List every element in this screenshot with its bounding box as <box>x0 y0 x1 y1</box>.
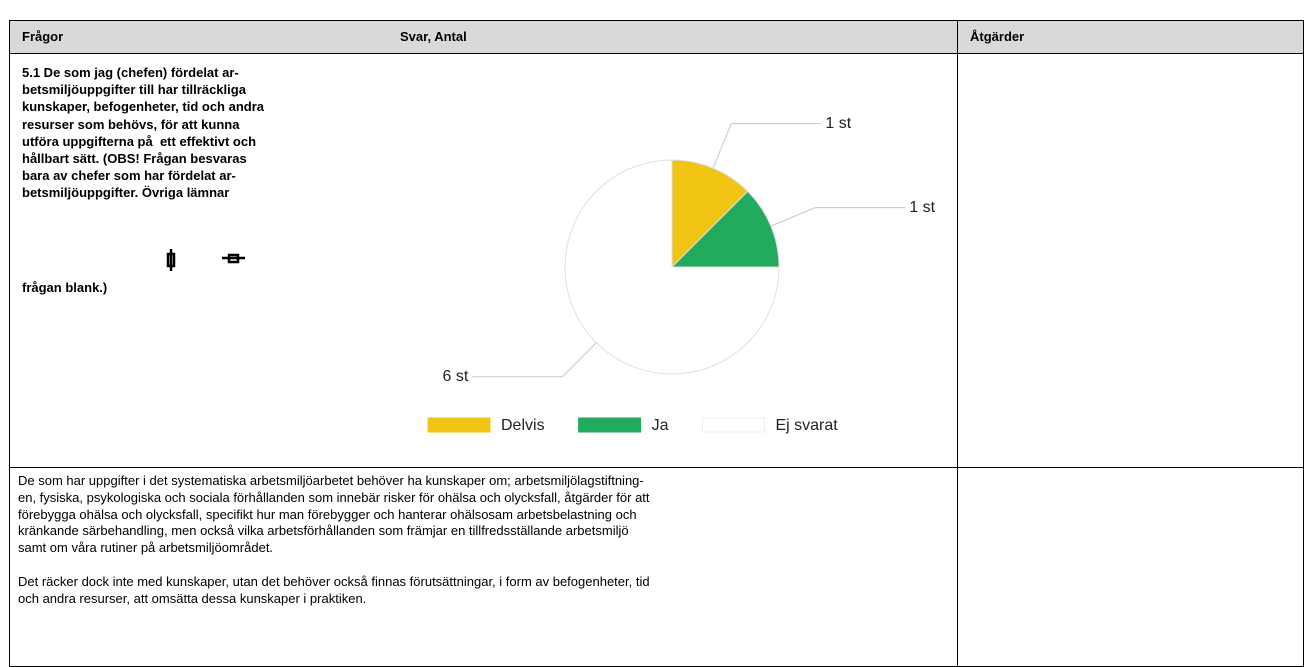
leader-line <box>472 342 597 378</box>
header-row <box>9 20 1304 54</box>
data-label: 1 st <box>909 199 935 216</box>
legend-swatch <box>427 417 491 433</box>
header-cell: Åtgärder <box>970 29 1025 44</box>
leader-line <box>770 207 906 227</box>
legend-label: Ej svarat <box>775 417 838 434</box>
legend-swatch <box>578 417 642 433</box>
icon-link <box>222 253 245 264</box>
legend-swatch <box>701 417 765 433</box>
data-label: 6 st <box>442 368 468 385</box>
pie-slice <box>564 159 780 375</box>
question-line: bara av chefer som har fördelat ar- <box>22 168 236 184</box>
header-cell: Svar, Antal <box>400 29 467 44</box>
pie-slice <box>670 190 780 268</box>
pie-slice <box>671 159 749 269</box>
question-line: betsmiljöuppgifter till har tillräckliga <box>22 82 246 98</box>
paragraph-line: De som har uppgifter i det systematiska … <box>18 473 644 488</box>
question-line: hållbart sätt. (OBS! Frågan besvaras <box>22 151 247 166</box>
paragraph-line: en, fysiska, psykologiska och sociala fö… <box>18 489 650 505</box>
question-line: betsmiljöuppgifter. Övriga lämnar <box>22 185 230 201</box>
chart: 1 st 1 st 6 st Delvis Ja Ej svarat <box>166 115 936 434</box>
header-cell: Frågor <box>22 29 64 44</box>
paragraph-line: Det räcker dock inte med kunskaper, utan… <box>18 573 650 589</box>
paragraph-line: och andra resurser, att omsätta dessa ku… <box>18 590 367 606</box>
question-line: resurser som behövs, för att kunna <box>22 116 240 132</box>
leader-line <box>712 123 822 169</box>
question-line: frågan blank.) <box>22 280 108 295</box>
legend-label: Ja <box>652 417 669 434</box>
paragraph-line: förebygga ohälsa och olycksfall, specifi… <box>18 506 637 522</box>
page: Frågor Svar, Antal Åtgärder 5.1 De som j… <box>9 20 1304 667</box>
question-line: utföra uppgifterna på ett effektivt och <box>22 133 257 149</box>
paragraph-line: kränkande särbehandling, men också vilka… <box>18 523 629 539</box>
data-label: 1 st <box>825 115 851 132</box>
legend-label: Delvis <box>501 417 545 434</box>
question-line: 5.1 De som jag (chefen) fördelat ar- <box>22 65 239 80</box>
paragraph-line: samt om våra rutiner på arbetsmiljöområd… <box>18 540 274 556</box>
question-line: kunskaper, befogenheter, tid och andra <box>22 99 265 115</box>
icon-sync <box>166 249 176 271</box>
